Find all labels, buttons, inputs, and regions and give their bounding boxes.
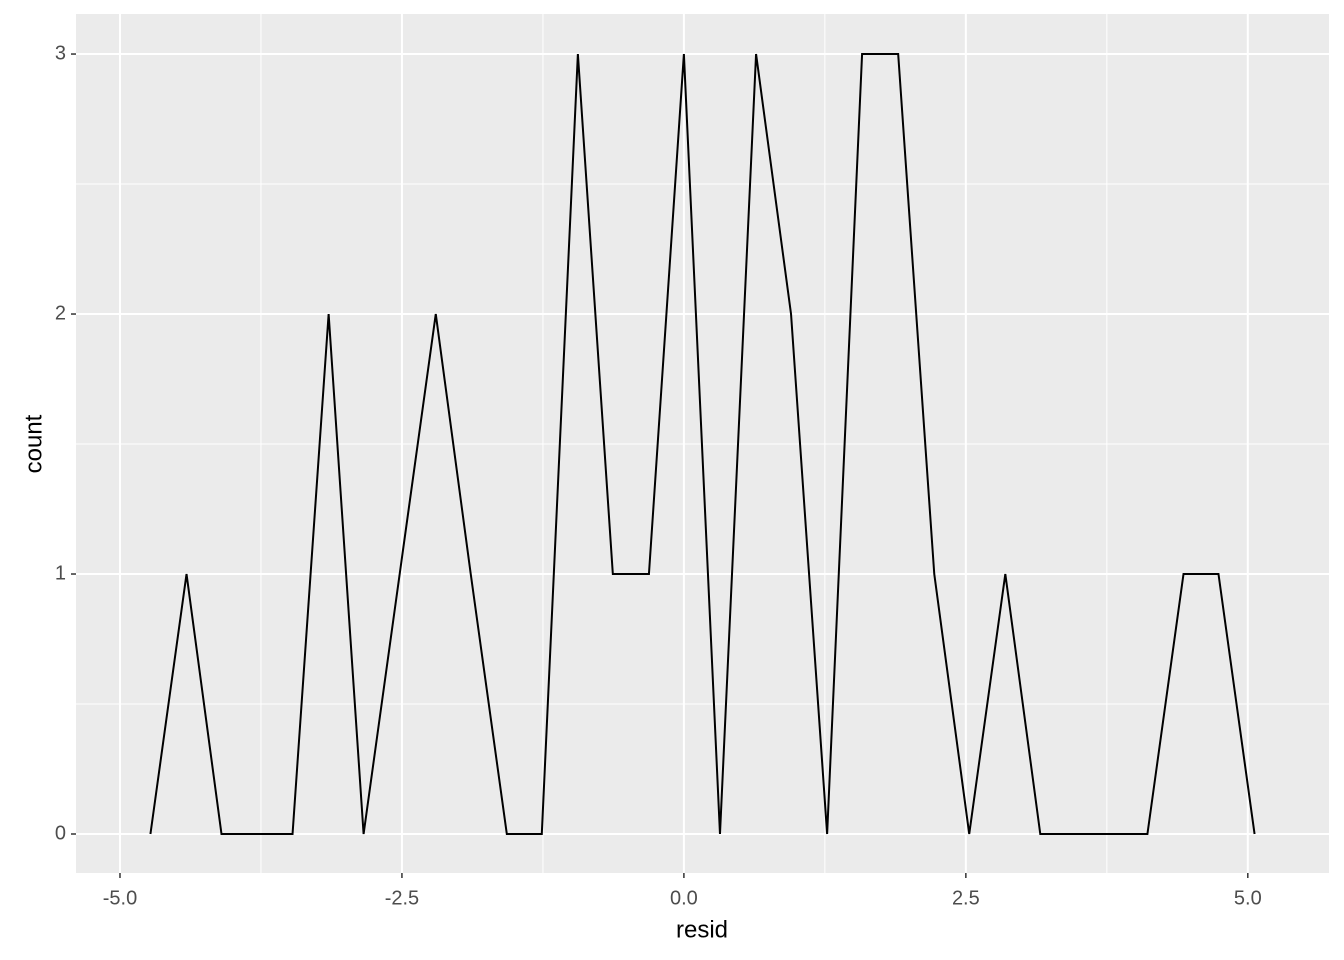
x-tick-label: 2.5 <box>952 887 980 909</box>
x-tick-label: 0.0 <box>670 887 698 909</box>
y-tick-label: 1 <box>55 562 66 584</box>
y-tick-label: 2 <box>55 302 66 324</box>
y-tick-label: 0 <box>55 822 66 844</box>
y-axis-title: count <box>20 414 47 473</box>
x-tick-label: -5.0 <box>103 887 137 909</box>
y-tick-label: 3 <box>55 42 66 64</box>
x-tick-label: -2.5 <box>385 887 419 909</box>
line <box>149 53 1256 836</box>
x-tick-label: 5.0 <box>1234 887 1262 909</box>
x-axis-title: resid <box>676 916 728 943</box>
